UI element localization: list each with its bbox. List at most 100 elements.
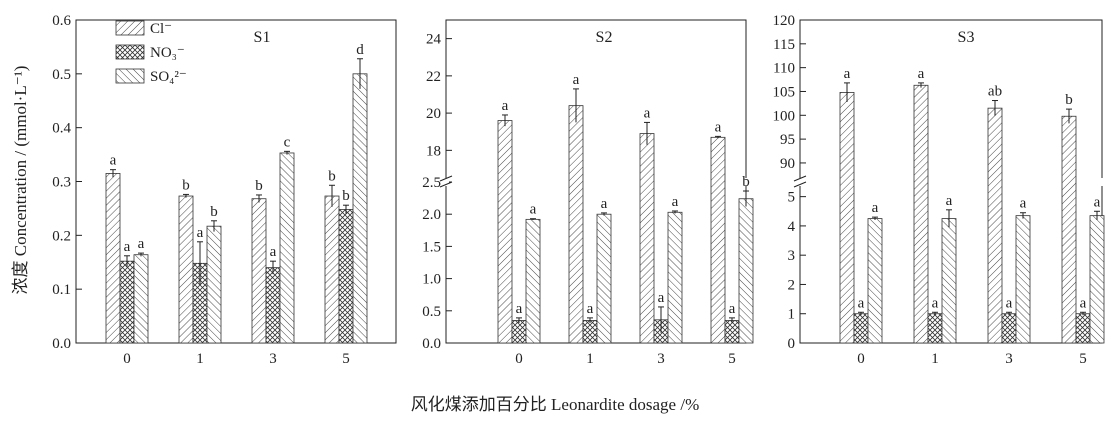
legend-swatch-so4 <box>115 68 145 84</box>
s2-sig-letter-no3: a <box>729 301 736 317</box>
panel-s3-ticks: 0 1 2 3 4 5 90 95 100 105 110 115 120 0 1 3 5 <box>773 13 1105 367</box>
s2-bar-cl <box>710 136 726 344</box>
s3-xtick-label: 0 <box>857 351 865 367</box>
s3-bar-cl <box>987 107 1003 344</box>
s1-sig-letter-cl: b <box>328 168 336 184</box>
panel-s3-title: S3 <box>958 29 975 46</box>
s2-bar-no3 <box>582 320 598 344</box>
s3-bar-cl <box>1061 115 1077 344</box>
s2-sig-letter-cl: a <box>715 119 722 135</box>
s2-sig-letter-cl: a <box>573 72 580 88</box>
s3-bar-no3 <box>853 313 869 344</box>
legend-swatch-cl <box>115 20 145 36</box>
s2-ytick-label: 24 <box>426 32 442 48</box>
s3-axis-break-gap-right <box>1099 178 1105 186</box>
s3-ytick-label: 3 <box>788 248 796 264</box>
s2-ytick-label: 20 <box>426 106 441 122</box>
s3-sig-letter-so4: a <box>1094 194 1101 210</box>
s3-sig-letter-so4: a <box>1020 196 1027 212</box>
s3-sig-letter-so4: a <box>872 200 879 216</box>
s3-ytick-label: 4 <box>788 219 796 235</box>
s2-ytick-label: 1.5 <box>422 239 441 255</box>
panel-s2-frame <box>445 19 747 344</box>
legend-swatch-no3 <box>115 44 145 60</box>
s1-bar-so4 <box>352 73 368 344</box>
s2-sig-letter-so4: a <box>530 202 537 218</box>
s2-bar-cl <box>639 133 655 344</box>
s3-sig-letter-cl: ab <box>988 84 1002 100</box>
s3-bar-so4 <box>941 218 957 344</box>
s1-ytick-label: 0.2 <box>52 228 71 244</box>
s1-ytick-label: 0.0 <box>52 336 71 352</box>
s1-sig-letter-no3: a <box>197 225 204 241</box>
s2-ytick-label: 0.5 <box>422 304 441 320</box>
s3-sig-letter-cl: a <box>844 66 851 82</box>
s3-bar-cl <box>839 92 855 344</box>
s3-ytick-label: 5 <box>788 190 796 206</box>
s1-xtick-label: 0 <box>123 351 131 367</box>
s1-bar-so4 <box>279 152 295 344</box>
s2-sig-letter-so4: a <box>672 194 679 210</box>
s2-sig-letter-no3: a <box>587 301 594 317</box>
s3-bar-so4 <box>867 218 883 344</box>
s3-xtick-label: 1 <box>931 351 939 367</box>
s3-xtick-label: 3 <box>1005 351 1013 367</box>
s1-ytick-label: 0.6 <box>52 13 71 29</box>
s1-xtick-label: 5 <box>342 351 350 367</box>
panel-s2-title: S2 <box>596 29 613 46</box>
s2-ytick-label: 1.0 <box>422 272 441 288</box>
x-axis-label: 风化煤添加百分比 Leonardite dosage /% <box>411 395 699 414</box>
legend-label-no3: NO₃⁻ <box>150 45 185 61</box>
s2-sig-letter-cl: a <box>502 98 509 114</box>
s1-ytick-label: 0.1 <box>52 282 71 298</box>
legend-label-cl: Cl⁻ <box>150 21 172 37</box>
s1-sig-letter-so4: b <box>210 204 218 220</box>
s2-axis-break-gap <box>443 178 449 186</box>
s3-ytick-label: 110 <box>773 61 795 77</box>
s2-sig-letter-cl: a <box>644 105 651 121</box>
s3-bar-so4 <box>1089 215 1105 344</box>
s3-ytick-label: 2 <box>788 277 796 293</box>
s3-sig-letter-so4: a <box>946 193 953 209</box>
s2-xtick-label: 1 <box>586 351 594 367</box>
s3-axis-break-mark <box>793 175 807 188</box>
s2-bar-cl <box>497 120 513 344</box>
s1-sig-letter-so4: c <box>284 134 291 150</box>
s1-bar-no3 <box>338 209 354 344</box>
s2-bar-so4 <box>525 218 541 344</box>
s3-bar-no3 <box>1075 313 1091 344</box>
s1-bar-so4 <box>133 254 149 344</box>
s2-bar-so4 <box>596 213 612 344</box>
s1-sig-letter-so4: a <box>138 236 145 252</box>
s2-bar-no3 <box>511 320 527 344</box>
s1-bar-no3 <box>119 260 135 344</box>
legend-label-so4: SO₄²⁻ <box>150 69 187 85</box>
s1-sig-letter-cl: b <box>255 178 263 194</box>
s1-sig-letter-cl: a <box>110 153 117 169</box>
panel-s2-bars: a a a a a a a a a a a b <box>497 72 754 344</box>
s1-bar-cl <box>178 195 194 344</box>
s3-ytick-label: 0 <box>788 336 796 352</box>
s1-xtick-label: 1 <box>196 351 204 367</box>
s2-axis-break-mark <box>439 175 453 188</box>
s3-sig-letter-no3: a <box>858 295 865 311</box>
s3-bar-so4 <box>1015 215 1031 344</box>
s1-xtick-label: 3 <box>269 351 277 367</box>
s2-sig-letter-no3: a <box>658 290 665 306</box>
s3-bar-cl <box>913 84 929 344</box>
s2-axis-break-gap-right <box>743 178 749 186</box>
s3-ytick-label: 120 <box>773 13 796 29</box>
s3-ytick-label: 105 <box>773 84 796 100</box>
s1-sig-letter-so4: d <box>356 42 364 58</box>
s3-sig-letter-no3: a <box>1080 295 1087 311</box>
s1-sig-letter-no3: b <box>342 188 350 204</box>
s3-sig-letter-no3: a <box>932 295 939 311</box>
s1-bar-cl <box>324 195 340 344</box>
s2-ytick-label: 0.0 <box>422 336 441 352</box>
s2-bar-so4 <box>667 211 683 344</box>
s1-sig-letter-cl: b <box>182 177 190 193</box>
s2-bar-so4 <box>738 198 754 344</box>
